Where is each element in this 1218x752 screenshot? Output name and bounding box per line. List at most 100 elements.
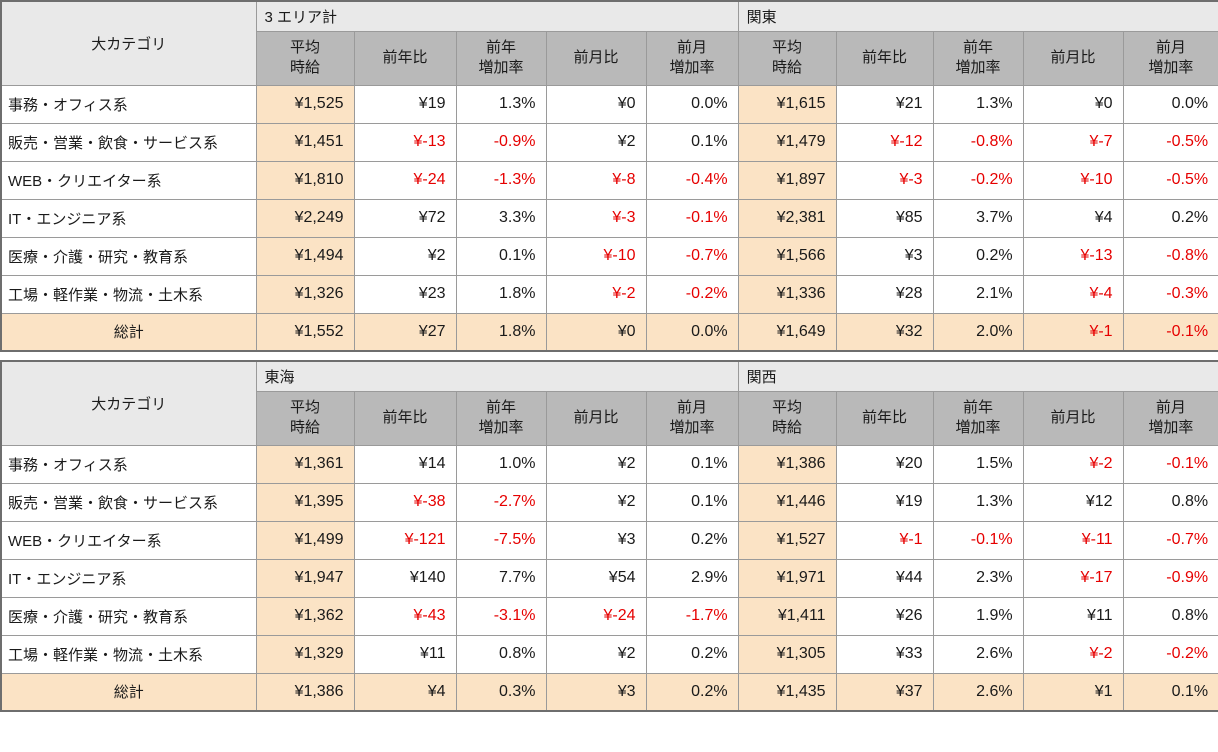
value-cell: 2.6%: [932, 634, 1024, 674]
column-header: 前月 増加率: [645, 390, 739, 446]
value-cell: ¥28: [835, 274, 934, 314]
column-header: 前月比: [545, 30, 647, 86]
value-cell: 0.0%: [1122, 84, 1218, 124]
average-wage-cell: ¥1,499: [255, 520, 355, 560]
value-cell: ¥-1: [1022, 312, 1124, 352]
value-cell: -0.2%: [645, 274, 739, 314]
value-cell: ¥33: [835, 634, 934, 674]
value-cell: ¥0: [1022, 84, 1124, 124]
region-header: 東海: [255, 360, 739, 392]
value-cell: -0.2%: [932, 160, 1024, 200]
column-header: 平均 時給: [255, 30, 355, 86]
average-wage-cell: ¥1,362: [255, 596, 355, 636]
average-wage-cell: ¥1,971: [737, 558, 837, 598]
average-wage-cell: ¥1,897: [737, 160, 837, 200]
column-header: 前月 増加率: [645, 30, 739, 86]
wage-table-bottom: 大カテゴリ 東海 関西 平均 時給 前年比 前年 増加率 前月比 前月 増加率 平均 時給 前年比…: [0, 360, 1218, 712]
value-cell: -0.7%: [645, 236, 739, 276]
value-cell: 1.5%: [932, 444, 1024, 484]
value-cell: ¥0: [545, 84, 647, 124]
value-cell: ¥19: [835, 482, 934, 522]
category-cell: 医療・介護・研究・教育系: [0, 596, 257, 636]
average-wage-cell: ¥1,305: [737, 634, 837, 674]
value-cell: ¥140: [353, 558, 457, 598]
value-cell: 2.3%: [932, 558, 1024, 598]
value-cell: -0.7%: [1122, 520, 1218, 560]
value-cell: ¥54: [545, 558, 647, 598]
table-row: 事務・オフィス系 ¥1,525 ¥19 1.3% ¥0 0.0% ¥1,615 ¥21 1.3%…: [0, 84, 1218, 124]
value-cell: 0.3%: [455, 672, 547, 712]
value-cell: -0.4%: [645, 160, 739, 200]
column-header: 前年比: [353, 390, 457, 446]
value-cell: ¥-43: [353, 596, 457, 636]
category-cell: 工場・軽作業・物流・土木系: [0, 274, 257, 314]
value-cell: ¥3: [835, 236, 934, 276]
average-wage-cell: ¥1,411: [737, 596, 837, 636]
category-cell: 販売・営業・飲食・サービス系: [0, 482, 257, 522]
average-wage-cell: ¥1,525: [255, 84, 355, 124]
column-header: 前年比: [835, 30, 934, 86]
table-gap: [0, 352, 1218, 360]
value-cell: ¥21: [835, 84, 934, 124]
value-cell: ¥23: [353, 274, 457, 314]
column-header: 前年 増加率: [932, 30, 1024, 86]
category-cell: WEB・クリエイター系: [0, 520, 257, 560]
average-wage-cell: ¥1,527: [737, 520, 837, 560]
value-cell: ¥2: [545, 444, 647, 484]
value-cell: ¥-2: [545, 274, 647, 314]
average-wage-cell: ¥2,249: [255, 198, 355, 238]
value-cell: 0.1%: [645, 482, 739, 522]
value-cell: ¥32: [835, 312, 934, 352]
value-cell: -1.3%: [455, 160, 547, 200]
value-cell: 1.0%: [455, 444, 547, 484]
value-cell: ¥-4: [1022, 274, 1124, 314]
value-cell: 1.3%: [455, 84, 547, 124]
value-cell: -0.5%: [1122, 122, 1218, 162]
value-cell: 0.1%: [645, 444, 739, 484]
value-cell: 0.0%: [645, 84, 739, 124]
value-cell: 3.7%: [932, 198, 1024, 238]
value-cell: ¥-121: [353, 520, 457, 560]
value-cell: ¥-24: [545, 596, 647, 636]
value-cell: 0.8%: [455, 634, 547, 674]
column-header: 前月比: [1022, 30, 1124, 86]
category-column-header: 大カテゴリ: [0, 360, 257, 446]
value-cell: ¥-11: [1022, 520, 1124, 560]
table-row: IT・エンジニア系 ¥2,249 ¥72 3.3% ¥-3 -0.1% ¥2,381 ¥85 3…: [0, 198, 1218, 238]
table-row: 医療・介護・研究・教育系 ¥1,362 ¥-43 -3.1% ¥-24 -1.7% ¥1,4…: [0, 596, 1218, 636]
value-cell: ¥11: [353, 634, 457, 674]
category-cell: 医療・介護・研究・教育系: [0, 236, 257, 276]
value-cell: ¥-13: [1022, 236, 1124, 276]
table-row: 販売・営業・飲食・サービス系 ¥1,451 ¥-13 -0.9% ¥2 0.1% ¥1,47…: [0, 122, 1218, 162]
column-header: 前月 増加率: [1122, 30, 1218, 86]
value-cell: ¥-38: [353, 482, 457, 522]
average-wage-cell: ¥1,947: [255, 558, 355, 598]
value-cell: -7.5%: [455, 520, 547, 560]
value-cell: 2.6%: [932, 672, 1024, 712]
value-cell: ¥-3: [835, 160, 934, 200]
value-cell: ¥2: [545, 122, 647, 162]
total-row: 総計 ¥1,552 ¥27 1.8% ¥0 0.0% ¥1,649 ¥32 2.0% ¥-1 -0.…: [0, 312, 1218, 352]
value-cell: ¥4: [353, 672, 457, 712]
value-cell: ¥-2: [1022, 444, 1124, 484]
value-cell: 0.2%: [932, 236, 1024, 276]
category-cell: IT・エンジニア系: [0, 198, 257, 238]
value-cell: -0.9%: [455, 122, 547, 162]
average-wage-cell: ¥1,615: [737, 84, 837, 124]
average-wage-cell: ¥1,479: [737, 122, 837, 162]
average-wage-cell: ¥1,326: [255, 274, 355, 314]
average-wage-cell: ¥1,386: [737, 444, 837, 484]
column-header: 前年 増加率: [455, 30, 547, 86]
value-cell: ¥-17: [1022, 558, 1124, 598]
value-cell: ¥-1: [835, 520, 934, 560]
value-cell: ¥2: [545, 482, 647, 522]
value-cell: ¥20: [835, 444, 934, 484]
average-wage-cell: ¥1,336: [737, 274, 837, 314]
average-wage-cell: ¥1,386: [255, 672, 355, 712]
value-cell: ¥2: [353, 236, 457, 276]
value-cell: 0.1%: [645, 122, 739, 162]
column-header: 前年 増加率: [455, 390, 547, 446]
value-cell: 0.0%: [645, 312, 739, 352]
value-cell: ¥3: [545, 672, 647, 712]
value-cell: ¥37: [835, 672, 934, 712]
